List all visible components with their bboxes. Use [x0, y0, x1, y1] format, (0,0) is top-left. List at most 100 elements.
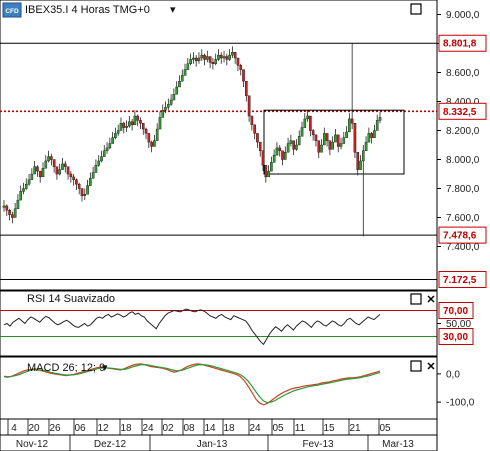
candle-body: [348, 118, 351, 133]
price-tag-label: 7.172,5: [443, 275, 477, 286]
price-pane-frame: [0, 0, 438, 291]
candles: [2, 43, 382, 237]
candle-body: [214, 59, 217, 65]
candle-body: [133, 115, 137, 125]
candle-body: [206, 56, 209, 60]
candle-body: [22, 188, 25, 192]
price-y-tick-label: 7.400,0: [446, 242, 480, 253]
macd-close-icon[interactable]: ✕: [426, 361, 435, 373]
candle-body: [141, 123, 145, 130]
title-dropdown-icon[interactable]: ▾: [170, 4, 176, 16]
macd-y-tick-label: 0,0: [446, 369, 460, 380]
rsi-level-tag-label: 70,00: [443, 306, 468, 317]
candle-body: [306, 115, 309, 120]
price-y-tick-label: 7.600,0: [446, 213, 480, 224]
candle-body: [111, 137, 114, 144]
chart-title-group[interactable]: CFD IBEX35.I 4 Horas TMG+0 ▾: [2, 2, 176, 18]
candle-body: [297, 136, 301, 146]
candle-body: [217, 54, 220, 60]
candle-body: [8, 210, 11, 215]
candle-body: [11, 214, 14, 218]
candle-body: [194, 57, 198, 62]
candle-body: [359, 160, 362, 170]
candle-body: [172, 94, 176, 101]
price-pane-restore-icon[interactable]: [410, 3, 422, 15]
price-y-tick-label: 9.000,0: [446, 10, 480, 21]
rsi-restore-icon[interactable]: [410, 293, 422, 305]
x-axis-month-labels: Nov-12 Dez-12 Jan-13 Fev-13 Mar-13: [0, 435, 414, 451]
candle-body: [119, 123, 123, 131]
macd-dropdown-icon[interactable]: ▾: [102, 362, 108, 374]
x-month-label: Fev-13: [302, 439, 334, 450]
x-axis: 4 20 26 06 12 18 24 02 08 14 18 24 05 11 15 21 05 Nov-12…: [0, 418, 438, 451]
candle-body: [175, 86, 178, 95]
candle-body: [189, 59, 192, 65]
candle-body: [114, 133, 117, 138]
price-tag-box: [438, 102, 487, 120]
candle-body: [72, 176, 75, 180]
macd-restore-icon[interactable]: [410, 360, 422, 372]
candle-body: [320, 144, 323, 153]
candle-body: [356, 152, 360, 170]
candle-body: [102, 150, 106, 157]
candle-body: [361, 150, 365, 162]
candle-body: [334, 134, 337, 143]
candle-body: [61, 163, 64, 170]
price-tag-label: 7.478,6: [443, 231, 477, 242]
x-day-label: 24: [142, 423, 154, 434]
candle-body: [116, 130, 120, 134]
candle-body: [225, 56, 229, 60]
candle-body: [36, 166, 39, 172]
candle-body: [314, 134, 318, 141]
candle-body: [253, 124, 256, 134]
rsi-title[interactable]: RSI 14 Suavizado: [27, 293, 115, 305]
candle-body: [378, 117, 382, 121]
price-tag-label: 8.332,5: [443, 107, 477, 118]
candle-body: [370, 133, 373, 138]
rsi-level-tag-label: 30,00: [443, 332, 468, 343]
candle-body: [281, 150, 284, 160]
candle-body: [236, 57, 240, 66]
candle-body: [309, 115, 312, 131]
candle-body: [144, 128, 148, 134]
candle-body: [278, 147, 282, 151]
x-day-label: 20: [28, 423, 40, 434]
candle-body: [270, 162, 273, 172]
candle-body: [77, 183, 81, 189]
candle-body: [16, 199, 20, 210]
candle-body: [150, 141, 153, 147]
candle-body: [75, 179, 78, 185]
candle-body: [192, 57, 195, 60]
rsi-level-tag-box: [438, 328, 474, 345]
candle-body: [300, 127, 304, 137]
candle-body: [147, 133, 151, 143]
chart-title[interactable]: IBEX35.I 4 Horas TMG+0: [25, 4, 150, 16]
candle-body: [247, 95, 251, 117]
rsi-level-tag-box: [438, 302, 474, 319]
candle-body: [364, 141, 368, 152]
candle-body: [69, 173, 73, 178]
candle-body: [128, 121, 131, 127]
rsi-close-icon[interactable]: ✕: [426, 294, 435, 306]
x-month-label: Dez-12: [94, 439, 127, 450]
candle-body: [2, 205, 6, 208]
candle-body: [122, 123, 126, 128]
candle-body: [139, 120, 142, 124]
candle-body: [183, 69, 187, 76]
candle-body: [272, 154, 276, 163]
macd-pane: 0,0 -100,0 MACD 26; 12; 9 ▾ ✕: [0, 356, 475, 420]
candle-body: [231, 52, 234, 56]
candle-body: [180, 75, 184, 82]
macd-title[interactable]: MACD 26; 12; 9: [27, 362, 105, 374]
instrument-logo-icon: [2, 2, 22, 18]
candle-body: [228, 54, 231, 60]
candle-body: [325, 133, 329, 141]
candle-body: [367, 133, 371, 143]
candle-body: [311, 130, 315, 136]
candle-body: [167, 104, 170, 108]
candle-body: [289, 140, 293, 144]
candle-body: [94, 165, 98, 173]
x-day-label: 24: [249, 423, 261, 434]
macd-signal-line: [3, 363, 381, 404]
